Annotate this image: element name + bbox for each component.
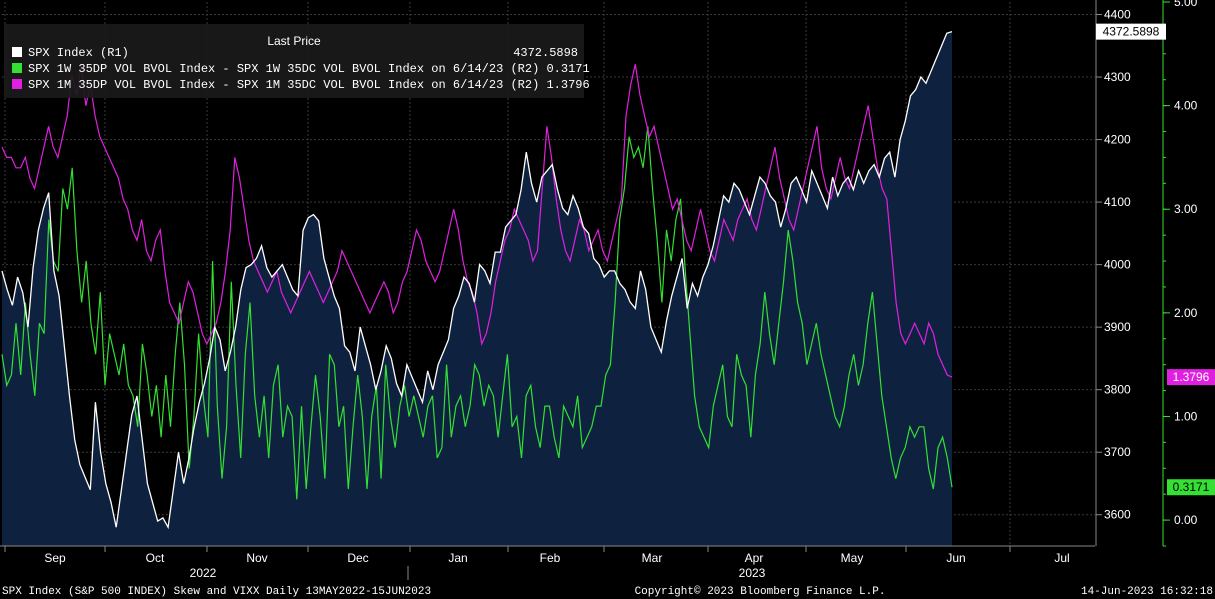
x-tick-label: Jan (448, 551, 467, 565)
x-tick-label: May (841, 551, 864, 565)
skew-1m-last-tag (1167, 369, 1215, 386)
spx-area (2, 31, 952, 547)
r2-tick-label: 1.00 (1174, 409, 1198, 423)
r1-tick-label: 4000 (1104, 258, 1131, 272)
footer: SPX Index (S&P 500 INDEX) Skew and VIXX … (2, 586, 1213, 598)
spx-last-value: 4372.5898 (1103, 25, 1160, 39)
r2-tick-label: 5.00 (1174, 0, 1198, 9)
legend: Last Price SPX Index (R1) 4372.5898 SPX 1W … (4, 24, 590, 98)
r1-tick-label: 4100 (1104, 195, 1131, 209)
r1-tick-label: 3600 (1104, 508, 1131, 522)
year-label: 2022 (190, 566, 217, 580)
r2-tick-label: 3.00 (1174, 202, 1198, 216)
x-tick-label: Feb (540, 551, 561, 565)
skew-1w-last-tag (1167, 479, 1215, 496)
r1-tick-label: 4300 (1104, 70, 1131, 84)
r2-tick-label: 2.00 (1174, 306, 1198, 320)
x-tick-label: Sep (44, 551, 66, 565)
x-tick-label: Apr (745, 551, 764, 565)
skew-1m-last-value: 1.3796 (1173, 370, 1210, 384)
skew-1w-line (1, 126, 953, 500)
r1-tick-label: 3900 (1104, 320, 1131, 334)
year-label: 2023 (739, 566, 766, 580)
x-tick-label: Jun (946, 551, 965, 565)
x-tick-label: Nov (246, 551, 267, 565)
legend-title: Last Price (267, 34, 321, 48)
r2-tick-label: 0.00 (1174, 513, 1198, 527)
r2-tick-label: 4.00 (1174, 99, 1198, 113)
legend-swatch (12, 79, 22, 89)
spx-line (1, 30, 953, 530)
legend-box (4, 24, 584, 98)
r1-tick-label: 3800 (1104, 383, 1131, 397)
legend-swatch (12, 47, 22, 57)
legend-swatch (12, 63, 22, 73)
series-lines (1, 30, 953, 530)
x-tick-label: Dec (347, 551, 368, 565)
footer-title: SPX Index (S&P 500 INDEX) Skew and VIXX … (2, 586, 431, 598)
skew-1m-line (1, 64, 953, 378)
r1-tick-label: 4400 (1104, 8, 1131, 22)
legend-entry-label: SPX Index (R1) (28, 46, 129, 60)
x-tick-label: Oct (146, 551, 165, 565)
footer-timestamp: 14-Jun-2023 16:32:18 (1081, 586, 1213, 598)
r1-tick-label: 3700 (1104, 445, 1131, 459)
legend-entry-label: SPX 1M 35DP VOL BVOL Index - SPX 1M 35DC… (28, 78, 590, 92)
x-tick-label: Jul (1054, 551, 1069, 565)
skew-1w-last-value: 0.3171 (1173, 480, 1210, 494)
footer-copyright: Copyright© 2023 Bloomberg Finance L.P. (635, 586, 886, 598)
legend-entry-value: 4372.5898 (513, 46, 578, 60)
legend-entry-label: SPX 1W 35DP VOL BVOL Index - SPX 1W 35DC… (28, 62, 590, 76)
spx-area-fill (2, 31, 952, 547)
x-tick-label: Mar (642, 551, 663, 565)
spx-last-tag (1096, 23, 1166, 40)
r1-tick-label: 4200 (1104, 133, 1131, 147)
axes: Sep Oct Nov Dec Jan Feb Mar Apr May Jun Jul 2022 202… (0, 0, 1215, 580)
